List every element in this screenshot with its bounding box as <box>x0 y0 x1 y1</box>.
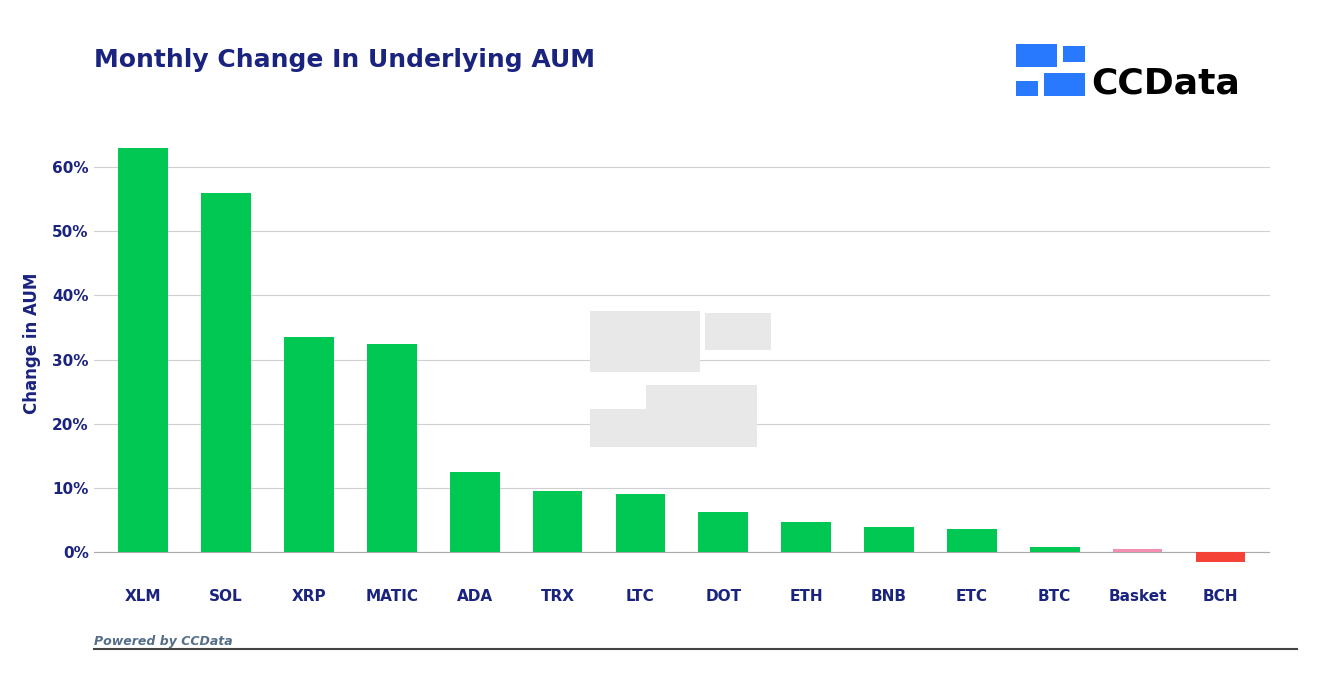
Bar <box>532 491 583 552</box>
Text: Powered by CCData: Powered by CCData <box>94 635 233 649</box>
Bar <box>1195 552 1245 561</box>
Text: Monthly Change In Underlying AUM: Monthly Change In Underlying AUM <box>94 48 595 72</box>
Bar <box>202 193 251 552</box>
Bar <box>285 337 334 552</box>
Bar <box>1112 550 1162 552</box>
Bar <box>449 472 500 552</box>
Bar <box>1029 547 1079 552</box>
Y-axis label: Change in AUM: Change in AUM <box>23 273 41 414</box>
Bar <box>781 522 832 552</box>
Bar <box>864 527 915 552</box>
Text: CCData: CCData <box>1091 66 1241 100</box>
Bar <box>698 512 749 552</box>
Bar <box>947 530 996 552</box>
Bar <box>368 344 417 552</box>
Bar <box>615 494 666 552</box>
Bar <box>119 148 168 552</box>
